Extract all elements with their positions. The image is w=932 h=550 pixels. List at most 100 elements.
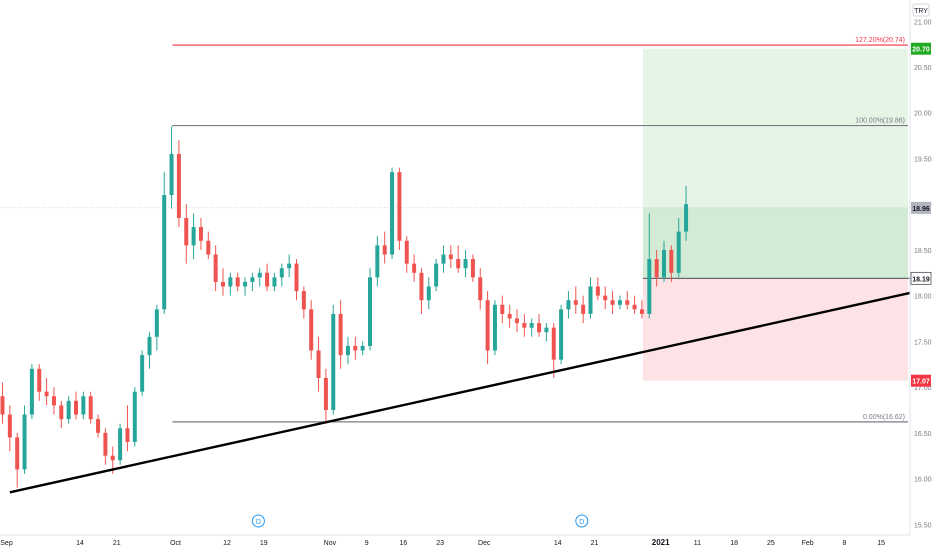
time-tick-label: 14: [76, 540, 84, 547]
candle-body: [191, 227, 196, 246]
time-tick-label: 23: [436, 540, 444, 547]
candle-body: [463, 259, 468, 269]
candle-body: [669, 249, 674, 273]
fibonacci-retracement: 127.20%(20.74) 100.00%(19.86) 0.00%(16.62): [172, 37, 908, 423]
time-axis[interactable]: Sep 14 21 Oct 12 19 Nov 9 16 23 Dec 14 21 2021 11 18 25 F…: [0, 534, 910, 547]
candle-body: [368, 277, 372, 346]
candle-body: [390, 172, 395, 255]
price-tick-label: 17.50: [914, 339, 932, 346]
time-tick-label: 9: [365, 540, 369, 547]
last-price-badge: [911, 201, 931, 214]
candle-body: [265, 272, 270, 287]
candle-body: [581, 304, 586, 314]
candlestick-series: [0, 126, 689, 488]
time-tick-label: 15: [877, 540, 885, 547]
candle-body: [176, 153, 181, 218]
candle-body: [272, 277, 277, 287]
candle-body: [470, 259, 475, 278]
price-tick-label: 16.50: [914, 431, 932, 438]
trendline-layer: [9, 291, 911, 494]
candle-body: [566, 300, 571, 310]
time-tick-label: 2021: [652, 538, 670, 547]
time-tick-label: 25: [767, 540, 775, 547]
fib-level-label: 100.00%(19.86): [855, 118, 905, 125]
candle-body: [382, 245, 387, 255]
candle-body: [573, 300, 578, 305]
candle-body: [360, 345, 365, 351]
price-tick-label: 16.00: [914, 477, 932, 484]
candle-body: [206, 240, 211, 255]
candle-body: [51, 396, 56, 406]
candle-body: [617, 300, 622, 305]
candle-body: [419, 272, 424, 301]
candle-body: [485, 300, 490, 351]
candle-body: [684, 204, 689, 232]
time-tick-label: 14: [554, 540, 562, 547]
candle-body: [404, 240, 409, 264]
time-tick-label: Feb: [802, 540, 814, 547]
stop-price-badge-text: 17.07: [912, 379, 930, 386]
time-tick-label: 21: [113, 540, 121, 547]
candle-body: [228, 277, 233, 287]
candle-body: [647, 259, 652, 314]
candle-body: [147, 336, 152, 356]
candle-body: [22, 414, 27, 470]
dividend-marker-label: D: [579, 519, 584, 526]
candle-body: [588, 286, 593, 314]
stop-zone: [642, 278, 908, 381]
candle-body: [29, 368, 34, 415]
position-zones: [0, 48, 910, 381]
candle-body: [441, 254, 446, 264]
dividend-marker-icon[interactable]: [575, 514, 589, 528]
time-tick-label: 11: [694, 540, 701, 547]
candle-body: [559, 309, 564, 360]
candle-body: [676, 231, 681, 273]
candle-body: [74, 400, 78, 415]
candle-body: [544, 327, 549, 333]
price-tick-label: 15.50: [914, 522, 932, 529]
entry-price-badge: [910, 271, 932, 285]
candle-body: [515, 318, 519, 324]
candle-body: [243, 281, 248, 287]
price-tick-label: 21.00: [914, 19, 932, 26]
candle-body: [132, 391, 137, 442]
candle-body: [15, 437, 20, 470]
candle-body: [353, 345, 358, 351]
dividend-marker-icon[interactable]: [251, 514, 265, 528]
time-tick-label: 21: [591, 540, 599, 547]
candle-body: [184, 217, 189, 246]
candle-body: [221, 281, 225, 287]
candle-body: [110, 455, 115, 461]
candle-body: [59, 405, 64, 420]
currency-badge: [912, 3, 930, 17]
candle-body: [338, 313, 343, 356]
candle-body: [0, 396, 5, 415]
price-tick-label: 19.50: [914, 156, 932, 163]
price-axis[interactable]: TRY 21.0020.5020.0019.5019.0018.5018.001…: [909, 0, 932, 535]
candle-body: [426, 286, 431, 301]
candle-body: [434, 263, 439, 287]
candle-body: [323, 377, 328, 410]
candle-body: [66, 400, 71, 420]
fib-level-label: 127.20%(20.74): [855, 37, 905, 44]
time-tick-label: Dec: [478, 540, 491, 547]
time-tick-label: Oct: [170, 540, 181, 547]
entry-price-badge-text: 18.19: [912, 276, 930, 283]
time-tick-label: 19: [260, 540, 268, 547]
candle-body: [96, 419, 101, 433]
candle-body: [456, 259, 461, 269]
candle-body: [301, 291, 306, 310]
candle-body: [595, 286, 600, 296]
candle-body: [522, 323, 527, 328]
candle-body: [257, 272, 262, 278]
filled-profit-zone: [642, 207, 908, 279]
target-price-badge-text: 20.70: [912, 47, 930, 54]
candle-body: [140, 355, 145, 392]
candle-body: [478, 277, 483, 301]
last-price-badge-text: 18.96: [912, 206, 930, 213]
price-tick-label: 18.50: [914, 248, 932, 255]
fib-level-label: 0.00%(16.62): [863, 414, 905, 421]
candle-body: [632, 304, 637, 310]
